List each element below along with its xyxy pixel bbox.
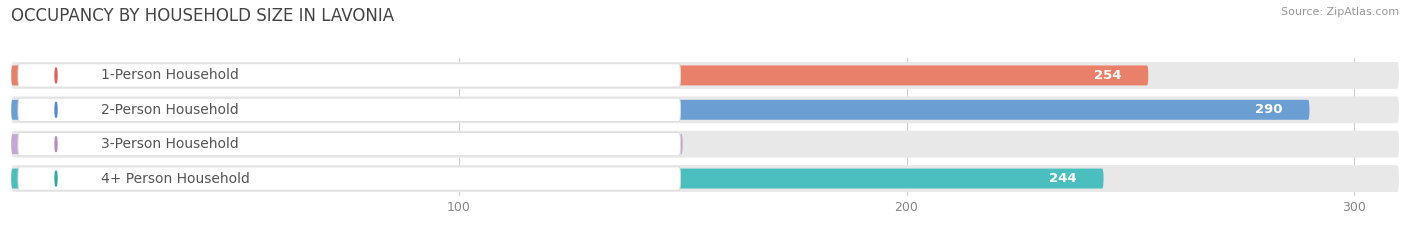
Text: 244: 244 [1049,172,1077,185]
Text: 254: 254 [1094,69,1122,82]
FancyBboxPatch shape [11,62,1399,89]
FancyBboxPatch shape [11,131,1399,158]
FancyBboxPatch shape [11,65,1149,86]
Text: 290: 290 [1256,103,1282,116]
FancyBboxPatch shape [11,134,683,154]
FancyBboxPatch shape [11,168,1104,188]
FancyBboxPatch shape [18,64,681,87]
Circle shape [55,102,58,117]
FancyBboxPatch shape [18,133,681,156]
FancyBboxPatch shape [18,98,681,121]
FancyBboxPatch shape [11,96,1399,123]
Circle shape [55,171,58,186]
Text: 3-Person Household: 3-Person Household [101,137,239,151]
Text: 1-Person Household: 1-Person Household [101,69,239,82]
Text: OCCUPANCY BY HOUSEHOLD SIZE IN LAVONIA: OCCUPANCY BY HOUSEHOLD SIZE IN LAVONIA [11,7,394,25]
FancyBboxPatch shape [11,165,1399,192]
FancyBboxPatch shape [18,167,681,190]
Text: 2-Person Household: 2-Person Household [101,103,239,117]
Text: 150: 150 [628,138,655,151]
Circle shape [55,68,58,83]
Circle shape [55,137,58,152]
Text: 4+ Person Household: 4+ Person Household [101,171,250,185]
FancyBboxPatch shape [11,100,1309,120]
Text: Source: ZipAtlas.com: Source: ZipAtlas.com [1281,7,1399,17]
